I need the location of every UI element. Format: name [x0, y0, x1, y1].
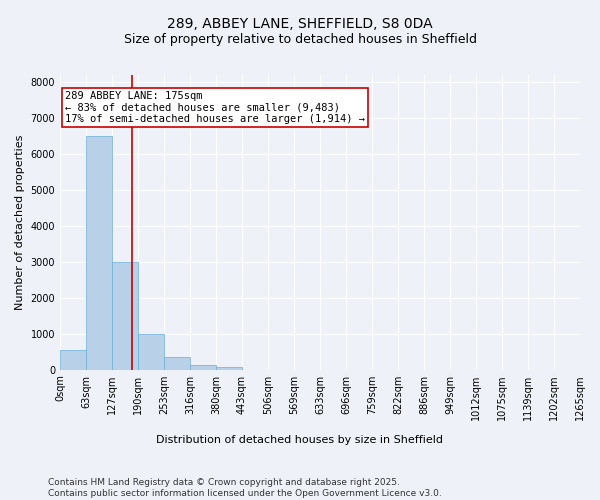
Text: Contains HM Land Registry data © Crown copyright and database right 2025.
Contai: Contains HM Land Registry data © Crown c…: [48, 478, 442, 498]
Bar: [86, 136, 112, 370]
Bar: [190, 365, 216, 370]
Y-axis label: Number of detached properties: Number of detached properties: [15, 134, 25, 310]
Bar: [60, 350, 86, 370]
Bar: [112, 262, 138, 370]
Text: 289, ABBEY LANE, SHEFFIELD, S8 0DA: 289, ABBEY LANE, SHEFFIELD, S8 0DA: [167, 18, 433, 32]
Text: Distribution of detached houses by size in Sheffield: Distribution of detached houses by size …: [157, 435, 443, 445]
Bar: [138, 334, 164, 370]
Bar: [164, 358, 190, 370]
Text: 289 ABBEY LANE: 175sqm
← 83% of detached houses are smaller (9,483)
17% of semi-: 289 ABBEY LANE: 175sqm ← 83% of detached…: [65, 91, 365, 124]
Bar: [216, 368, 242, 370]
Text: Size of property relative to detached houses in Sheffield: Size of property relative to detached ho…: [124, 32, 476, 46]
